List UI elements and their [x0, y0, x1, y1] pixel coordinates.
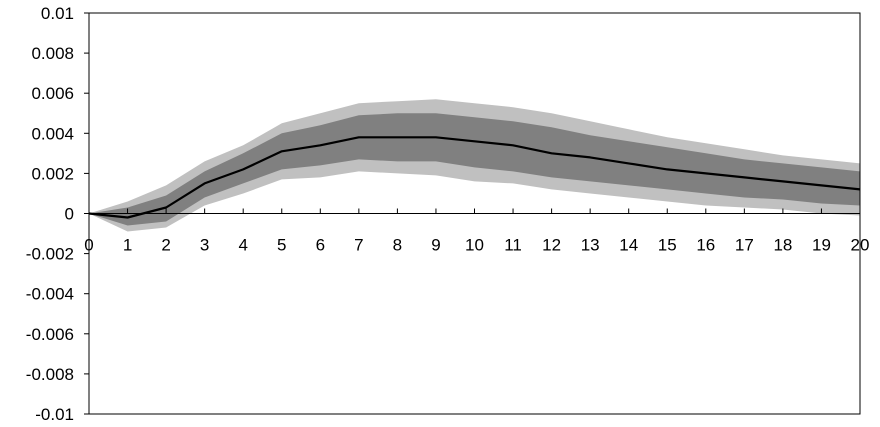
response-line — [88, 136, 861, 219]
x-tick-label: 6 — [316, 236, 325, 255]
x-tick-label: 14 — [619, 236, 638, 255]
x-tick-label: 10 — [465, 236, 484, 255]
y-tick-label: -0.002 — [26, 245, 74, 264]
y-tick-label: 0.01 — [41, 4, 74, 23]
x-tick-label: 20 — [851, 236, 870, 255]
chart-axes — [84, 12, 861, 415]
y-tick-label: -0.006 — [26, 325, 74, 344]
x-tick-label: 5 — [277, 236, 286, 255]
response-lines — [88, 136, 861, 219]
y-tick-label: 0 — [65, 205, 74, 224]
y-tick-label: -0.008 — [26, 365, 74, 384]
x-tick-label: 17 — [735, 236, 754, 255]
x-tick-label: 4 — [238, 236, 247, 255]
confidence-bands — [89, 99, 860, 232]
x-tick-label: 7 — [354, 236, 363, 255]
y-tick-label: 0.002 — [31, 164, 74, 183]
x-tick-label: 3 — [200, 236, 209, 255]
inner-band — [89, 113, 860, 226]
x-tick-label: 13 — [581, 236, 600, 255]
x-tick-label: 15 — [658, 236, 677, 255]
y-tick-label: -0.01 — [35, 405, 74, 424]
y-axis-tick-labels: 0.01 0.008 0.006 0.004 0.002 0 -0.002 -0.004 -0.… — [26, 4, 74, 424]
x-axis-tick-labels: 0 1 2 3 4 5 6 7 8 9 10 11 12 13 14 15 16 17 18 19 20 — [84, 236, 869, 255]
x-tick-label: 12 — [542, 236, 561, 255]
y-tick-label: -0.004 — [26, 285, 74, 304]
x-tick-label: 18 — [773, 236, 792, 255]
x-tick-label: 16 — [696, 236, 715, 255]
y-tick-label: 0.004 — [31, 124, 74, 143]
x-tick-label: 2 — [161, 236, 170, 255]
x-tick-label: 8 — [393, 236, 402, 255]
x-tick-label: 9 — [431, 236, 440, 255]
x-tick-label: 0 — [84, 236, 93, 255]
x-tick-label: 11 — [504, 236, 522, 255]
y-tick-label: 0.006 — [31, 84, 74, 103]
y-tick-label: 0.008 — [31, 44, 74, 63]
x-tick-label: 1 — [123, 236, 132, 255]
x-tick-label: 19 — [812, 236, 831, 255]
